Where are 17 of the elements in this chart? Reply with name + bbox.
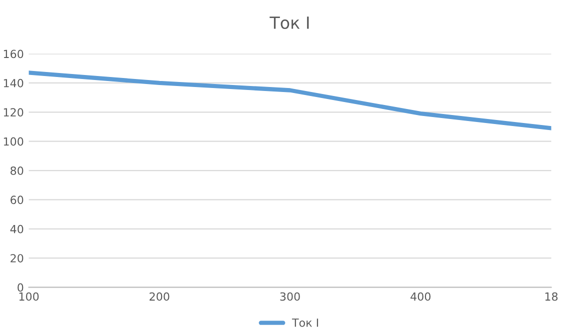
- chart-title: Ток I: [270, 16, 309, 29]
- y-tick-label: 60: [10, 196, 24, 204]
- legend-label: Ток I: [292, 318, 318, 327]
- line-series: [28, 70, 552, 130]
- y-tick-label: 80: [10, 166, 24, 175]
- y-tick-label: 160: [4, 50, 24, 58]
- y-tick-label: 0: [18, 283, 24, 292]
- x-tick-label: 300: [280, 292, 300, 301]
- y-tick-label: 120: [4, 108, 24, 117]
- x-tick-label: 200: [150, 292, 170, 301]
- x-tick-label: 100: [19, 292, 39, 301]
- y-tick-label: 20: [10, 254, 24, 262]
- x-tick-label: 400: [410, 292, 430, 301]
- y-tick-label: 140: [4, 78, 24, 88]
- y-tick-label: 100: [4, 137, 24, 146]
- y-tick-label: 40: [10, 224, 24, 234]
- x-tick-label: 18: [545, 292, 558, 301]
